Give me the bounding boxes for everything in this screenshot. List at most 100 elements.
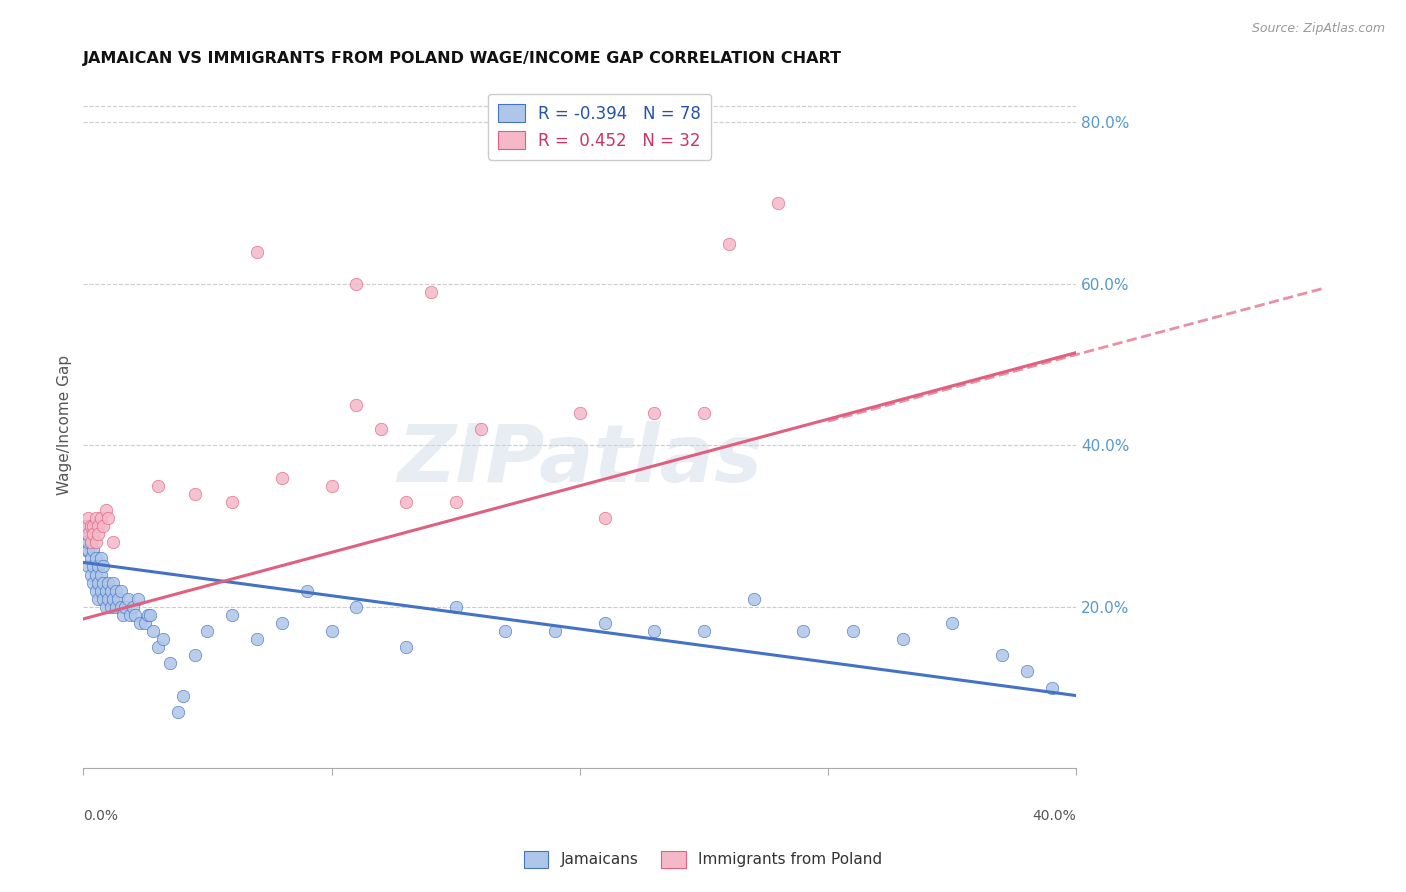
Point	[344, 398, 367, 412]
Point	[84, 535, 107, 549]
Point	[101, 591, 124, 606]
Point	[82, 519, 104, 533]
Point	[80, 535, 103, 549]
Point	[114, 599, 136, 614]
Point	[80, 519, 103, 533]
Point	[82, 559, 104, 574]
Point	[172, 689, 194, 703]
Point	[91, 519, 114, 533]
Point	[84, 567, 107, 582]
Point	[1040, 681, 1063, 695]
Point	[593, 511, 616, 525]
Point	[271, 471, 294, 485]
Y-axis label: Wage/Income Gap: Wage/Income Gap	[58, 355, 72, 495]
Point	[90, 567, 112, 582]
Point	[117, 591, 139, 606]
Point	[104, 583, 127, 598]
Text: Source: ZipAtlas.com: Source: ZipAtlas.com	[1251, 22, 1385, 36]
Point	[470, 422, 492, 436]
Point	[643, 624, 665, 638]
Point	[107, 591, 129, 606]
Point	[166, 705, 188, 719]
Point	[122, 599, 145, 614]
Point	[87, 527, 110, 541]
Point	[544, 624, 567, 638]
Point	[100, 599, 122, 614]
Point	[75, 527, 97, 541]
Point	[120, 607, 142, 622]
Point	[75, 519, 97, 533]
Point	[75, 519, 97, 533]
Point	[568, 406, 591, 420]
Point	[82, 527, 104, 541]
Point	[941, 615, 963, 630]
Point	[97, 575, 120, 590]
Point	[395, 495, 418, 509]
Point	[77, 535, 100, 549]
Point	[321, 479, 343, 493]
Point	[80, 535, 103, 549]
Point	[184, 648, 207, 663]
Point	[419, 285, 441, 299]
Point	[494, 624, 516, 638]
Point	[271, 615, 294, 630]
Point	[124, 607, 146, 622]
Point	[100, 583, 122, 598]
Point	[91, 591, 114, 606]
Point	[693, 624, 716, 638]
Point	[139, 607, 162, 622]
Point	[295, 583, 318, 598]
Point	[80, 551, 103, 566]
Point	[77, 559, 100, 574]
Point	[87, 591, 110, 606]
Point	[127, 591, 149, 606]
Point	[91, 559, 114, 574]
Point	[593, 615, 616, 630]
Point	[82, 575, 104, 590]
Point	[152, 632, 174, 646]
Text: ZIPatlas: ZIPatlas	[398, 420, 762, 499]
Point	[77, 543, 100, 558]
Point	[101, 535, 124, 549]
Point	[184, 487, 207, 501]
Point	[344, 599, 367, 614]
Point	[94, 599, 117, 614]
Point	[643, 406, 665, 420]
Point	[246, 244, 269, 259]
Point	[80, 567, 103, 582]
Point	[197, 624, 219, 638]
Point	[90, 583, 112, 598]
Point	[77, 519, 100, 533]
Text: JAMAICAN VS IMMIGRANTS FROM POLAND WAGE/INCOME GAP CORRELATION CHART: JAMAICAN VS IMMIGRANTS FROM POLAND WAGE/…	[83, 51, 842, 66]
Point	[87, 519, 110, 533]
Point	[370, 422, 392, 436]
Point	[90, 551, 112, 566]
Point	[842, 624, 865, 638]
Point	[717, 236, 740, 251]
Point	[246, 632, 269, 646]
Point	[91, 575, 114, 590]
Point	[84, 583, 107, 598]
Point	[84, 511, 107, 525]
Text: 40.0%: 40.0%	[1032, 809, 1077, 823]
Text: 0.0%: 0.0%	[83, 809, 118, 823]
Point	[991, 648, 1014, 663]
Point	[90, 511, 112, 525]
Point	[136, 607, 159, 622]
Point	[87, 559, 110, 574]
Point	[792, 624, 814, 638]
Legend: R = -0.394   N = 78, R =  0.452   N = 32: R = -0.394 N = 78, R = 0.452 N = 32	[488, 94, 711, 160]
Point	[693, 406, 716, 420]
Point	[344, 277, 367, 291]
Point	[221, 495, 243, 509]
Point	[104, 599, 127, 614]
Point	[1015, 665, 1038, 679]
Point	[75, 543, 97, 558]
Point	[110, 599, 132, 614]
Point	[444, 495, 467, 509]
Point	[97, 591, 120, 606]
Point	[82, 543, 104, 558]
Point	[221, 607, 243, 622]
Point	[87, 575, 110, 590]
Point	[84, 551, 107, 566]
